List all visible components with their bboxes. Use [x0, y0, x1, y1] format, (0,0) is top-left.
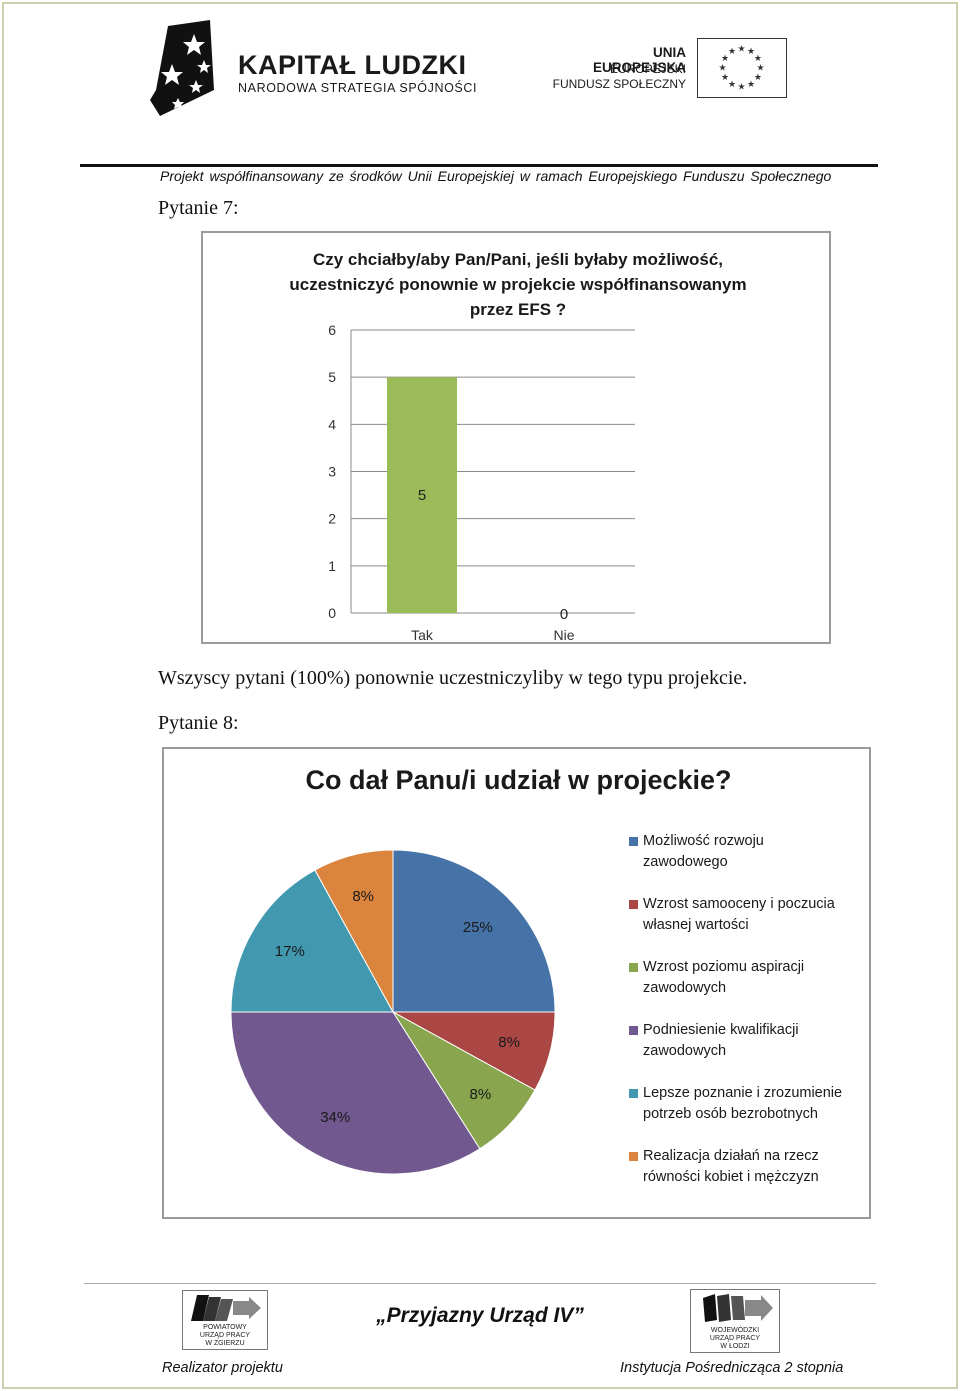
legend-item: Możliwość rozwoju zawodowego: [629, 831, 869, 894]
wup-lodz-logo: WOJEWÓDZKI URZĄD PRACY W ŁODZI: [690, 1289, 780, 1353]
y-tick-label: 0: [328, 605, 336, 621]
pie-data-label: 17%: [275, 943, 305, 960]
chart2-title: Co dał Panu/i udział w projeckie?: [305, 765, 732, 795]
project-slogan: „Przyjazny Urząd IV”: [376, 1304, 584, 1327]
eu-star-icon: ★: [721, 53, 729, 63]
chart1-plot: 0 1 2 3 4 5 6 5 Tak 0 Nie: [328, 322, 635, 642]
legend-item: Lepsze poznanie i zrozumienie potrzeb os…: [629, 1083, 869, 1146]
wup-logo-line1: WOJEWÓDZKI: [710, 1327, 760, 1334]
eu-star-icon: ★: [747, 79, 755, 89]
legend-item: Realizacja działań na rzecz równości kob…: [629, 1146, 869, 1209]
footer-rule: [84, 1283, 876, 1284]
question7-bar-chart: Czy chciałby/aby Pan/Pani, jeśli byłaby …: [201, 231, 831, 644]
y-tick-label: 1: [328, 558, 336, 574]
legend-label-line2: własnej wartości: [643, 917, 749, 933]
eu-star-icon: ★: [737, 82, 745, 92]
eu-flag-icon: ★ ★ ★ ★ ★ ★ ★ ★ ★ ★ ★ ★: [697, 38, 787, 98]
legend-label-line1: Realizacja działań na rzecz: [643, 1148, 819, 1164]
footer-left-caption: Realizator projektu: [162, 1360, 283, 1376]
question7-label: Pytanie 7:: [158, 197, 239, 219]
wup-logo-line3: W ŁODZI: [720, 1343, 750, 1350]
pie-slice: [314, 849, 394, 1013]
legend-swatch: [629, 1089, 638, 1098]
eu-star-icon: ★: [718, 63, 726, 73]
legend-swatch: [629, 900, 638, 909]
data-label: 0: [560, 606, 568, 623]
question7-summary: Wszyscy pytani (100%) ponownie uczestnic…: [158, 667, 748, 689]
eu-star-icon: ★: [754, 53, 762, 63]
pup-logo-line1: POWIATOWY: [203, 1324, 247, 1331]
pie-data-label: 34%: [320, 1109, 350, 1126]
y-tick-label: 6: [328, 322, 336, 338]
legend-swatch: [629, 837, 638, 846]
kapital-ludzki-title: KAPITAŁ LUDZKI: [238, 50, 467, 80]
legend-item: Wzrost samooceny i poczucia własnej wart…: [629, 894, 869, 957]
chart1-title-line2: uczestniczyć ponownie w projekcie współf…: [289, 275, 747, 294]
legend-label-line1: Wzrost samooceny i poczucia: [643, 896, 835, 912]
pie-slice: [230, 1011, 481, 1175]
eu-star-icon: ★: [747, 46, 755, 56]
cofinancing-caption: Projekt współfinansowany ze środków Unii…: [160, 168, 832, 184]
chart1-title: Czy chciałby/aby Pan/Pani, jeśli byłaby …: [203, 247, 833, 322]
legend-swatch: [629, 1026, 638, 1035]
wup-logo-line2: URZĄD PRACY: [709, 1335, 761, 1342]
legend-swatch: [629, 963, 638, 972]
eu-star-icon: ★: [756, 63, 764, 73]
legend-label-line2: zawodowego: [643, 854, 728, 870]
y-tick-label: 2: [328, 511, 336, 527]
legend-label-line1: Lepsze poznanie i zrozumienie: [643, 1085, 843, 1101]
pup-logo-line2: URZĄD PRACY: [199, 1332, 251, 1339]
header-rule: [80, 164, 878, 167]
bar: [387, 377, 457, 613]
eu-star-icon: ★: [721, 72, 729, 82]
question8-pie-chart: Co dał Panu/i udział w projeckie? 25% 8% 8…: [162, 747, 871, 1219]
x-tick-label: Nie: [553, 627, 574, 642]
legend-label-line1: Możliwość rozwoju: [643, 833, 764, 849]
legend-item: Podniesienie kwalifikacji zawodowych: [629, 1020, 869, 1083]
chart1-title-line3: przez EFS ?: [469, 300, 567, 319]
data-label: 5: [418, 487, 426, 504]
pie-data-label: 8%: [352, 888, 374, 905]
chart1-title-line1: Czy chciałby/aby Pan/Pani, jeśli byłaby …: [312, 250, 724, 269]
legend-label-line2: potrzeb osób bezrobotnych: [643, 1106, 818, 1122]
kapital-ludzki-logo: [148, 20, 218, 116]
legend-label-line2: równości kobiet i mężczyzn: [643, 1169, 819, 1185]
eu-star-icon: ★: [728, 46, 736, 56]
chart2-legend: Możliwość rozwoju zawodowego Wzrost samo…: [629, 831, 869, 1209]
pie-slice: [230, 869, 394, 1013]
eu-star-icon: ★: [728, 79, 736, 89]
pup-zgierz-logo: POWIATOWY URZĄD PRACY W ZGIERZU: [182, 1290, 268, 1350]
footer-right-caption: Instytucja Pośrednicząca 2 stopnia: [620, 1360, 844, 1376]
legend-label-line2: zawodowych: [643, 1043, 727, 1059]
legend-item: Wzrost poziomu aspiracji zawodowych: [629, 957, 869, 1020]
x-tick-label: Tak: [411, 627, 434, 642]
y-tick-label: 5: [328, 369, 336, 385]
pie-data-label: 8%: [470, 1086, 492, 1103]
chart2-plot: 25% 8% 8% 34% 17% 8%: [230, 849, 556, 1175]
pie-data-label: 8%: [498, 1034, 520, 1051]
pie-slice: [392, 849, 556, 1013]
eu-star-icon: ★: [754, 72, 762, 82]
ue-name-line2: EUROPEJSKI: [609, 62, 686, 76]
y-tick-label: 3: [328, 464, 336, 480]
kapital-ludzki-subtitle: NARODOWA STRATEGIA SPÓJNOŚCI: [238, 81, 478, 95]
legend-swatch: [629, 1152, 638, 1161]
pie-data-label: 25%: [463, 919, 493, 936]
ue-name-line1: UNIA EUROPEJSKA: [592, 45, 686, 75]
legend-label-line2: zawodowych: [643, 980, 727, 996]
question8-label: Pytanie 8:: [158, 712, 239, 734]
ue-name-line3: FUNDUSZ SPOŁECZNY: [552, 77, 686, 91]
pup-logo-line3: W ZGIERZU: [205, 1340, 245, 1347]
legend-label-line1: Podniesienie kwalifikacji: [643, 1022, 799, 1038]
legend-label-line1: Wzrost poziomu aspiracji: [643, 959, 805, 975]
y-tick-label: 4: [328, 416, 336, 432]
eu-star-icon: ★: [737, 44, 745, 54]
